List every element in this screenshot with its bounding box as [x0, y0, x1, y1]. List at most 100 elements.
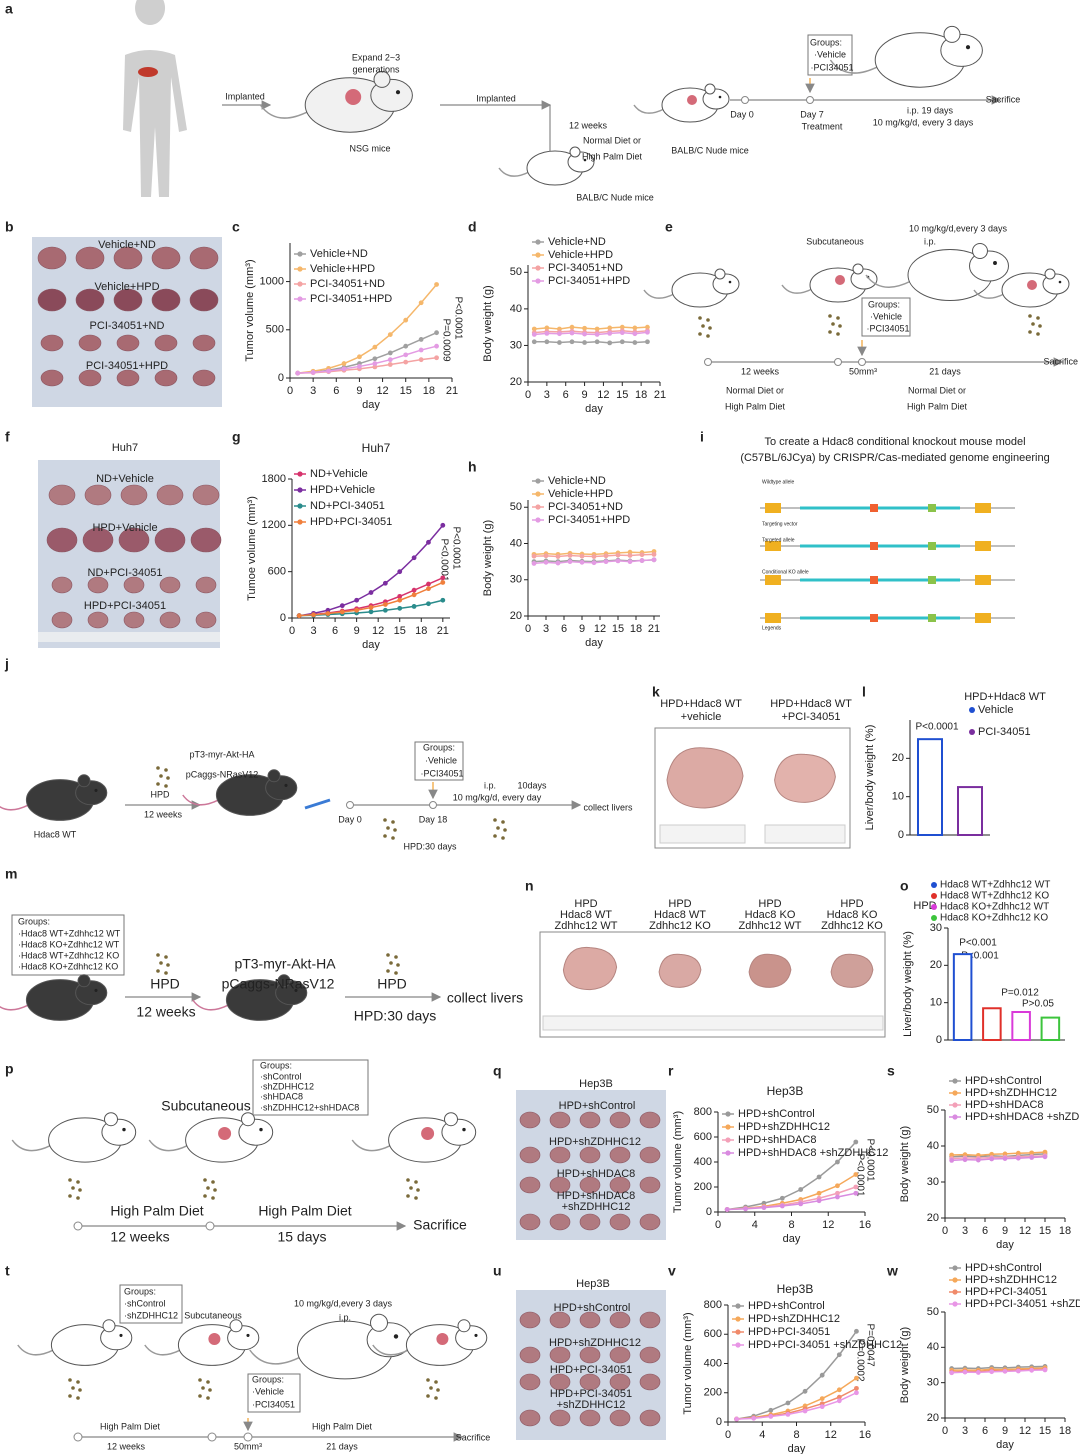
tumor [46, 527, 78, 553]
data-point [418, 300, 424, 306]
food-pellet [211, 1196, 215, 1200]
tumor [78, 369, 102, 387]
legend-marker [969, 729, 975, 735]
data-point [555, 554, 561, 559]
tumor-spot [208, 1333, 221, 1345]
label: collect livers [583, 802, 633, 812]
food-pellet [164, 955, 168, 959]
mouse-ear [704, 83, 716, 95]
data-point [734, 1416, 739, 1422]
data-point [543, 559, 549, 565]
food-pellet [164, 768, 168, 772]
label: HPD [840, 898, 863, 910]
mouse-ear [457, 1319, 471, 1333]
data-point [387, 362, 393, 367]
data-point [615, 552, 621, 558]
x-tick-label: 0 [715, 1219, 721, 1231]
data-point [785, 1411, 791, 1417]
data-point [743, 1206, 748, 1212]
chart-title: Hep3B [777, 1282, 814, 1296]
food-pellet [159, 774, 163, 778]
data-point [372, 344, 378, 350]
legend-label: HPD+shControl [738, 1108, 815, 1120]
legend-label: PCI-34051+HPD [310, 293, 392, 305]
label: Zdhhc12 KO [821, 920, 883, 932]
legend-label: HPD+PCI-34051 [965, 1286, 1047, 1298]
legend-label: PCI-34051+ND [310, 278, 385, 290]
y-tick-label: 20 [510, 376, 522, 388]
liver-icon [138, 67, 158, 77]
data-point [387, 332, 393, 338]
label: 12 weeks [110, 1229, 169, 1245]
mouse-tail [17, 1344, 55, 1356]
legend-marker [535, 478, 541, 484]
chart-title: Hep3B [767, 1084, 804, 1098]
legend-marker [725, 1150, 731, 1156]
data-point [531, 553, 537, 559]
label: HPD+PCI-34051 [550, 1388, 632, 1400]
legend-marker [735, 1329, 741, 1335]
data-point [603, 553, 609, 559]
food-pellet [203, 1194, 207, 1198]
x-tick-label: 9 [1002, 1425, 1008, 1437]
label: Hdac8 WT [560, 909, 612, 921]
legend-label: ND+PCI-34051 [310, 500, 385, 512]
data-point [354, 597, 360, 603]
human [123, 0, 187, 197]
food-pellet [836, 316, 840, 320]
data-point [382, 580, 388, 586]
label: High Palm Diet [100, 1421, 161, 1431]
data-point [607, 340, 613, 346]
cko-region [870, 504, 878, 512]
data-point [368, 609, 374, 615]
mouse-tail [249, 1349, 302, 1365]
x-tick-label: 6 [333, 385, 339, 397]
tumor [609, 1311, 631, 1329]
data-point [1042, 1149, 1048, 1155]
x-tick-label: 3 [543, 623, 549, 635]
x-tick-label: 12 [594, 623, 606, 635]
label: 12 weeks [136, 1004, 195, 1020]
data-point [975, 1157, 981, 1163]
tumor [154, 334, 178, 352]
data-point [603, 559, 609, 565]
label: BALB/C Nude mice [671, 145, 749, 155]
syringe [304, 798, 331, 810]
tumor [549, 1176, 571, 1194]
series-line [736, 1330, 858, 1420]
food-pellet [164, 784, 168, 788]
label: Groups: [18, 916, 50, 926]
data-point [1015, 1155, 1021, 1161]
label: (C57BL/6JCya) by CRISPR/Cas-mediated gen… [740, 452, 1049, 464]
label: 10 mg/kg/d, every day [453, 792, 542, 802]
cko-region [928, 614, 936, 622]
legend-marker [952, 1078, 958, 1084]
food-pellet [698, 332, 702, 336]
label: pCaggs-NRasV12 [222, 976, 335, 992]
mouse-eye [965, 45, 971, 50]
label: ·shControl [124, 1298, 166, 1308]
tumor [113, 288, 143, 312]
label: Sacrifice [986, 94, 1021, 104]
tumor [519, 1373, 541, 1391]
x-tick-label: 8 [793, 1429, 799, 1441]
data-point [854, 1390, 859, 1396]
y-tick-label: 20 [892, 752, 904, 764]
bar [1040, 1016, 1061, 1041]
data-point [397, 605, 403, 611]
data-point [557, 340, 562, 345]
food-pellet [828, 330, 832, 334]
data-point [569, 339, 575, 345]
data-point [357, 364, 362, 369]
label: generations [352, 64, 400, 74]
exon [765, 613, 781, 623]
dot [741, 96, 749, 104]
panel-letter: p [5, 1061, 14, 1077]
mouse-tail [372, 1344, 410, 1356]
label: Subcutaneous [806, 236, 864, 246]
food-pellet [156, 953, 160, 957]
label: +shZDHHC12 [562, 1201, 631, 1213]
y-tick-label: 50 [927, 1306, 939, 1318]
tumor [579, 1176, 601, 1194]
data-point [310, 370, 316, 375]
